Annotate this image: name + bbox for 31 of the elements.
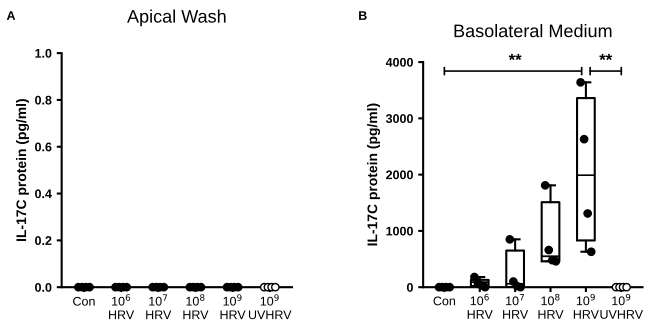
y-tick-label: 0.0 [35, 282, 52, 292]
y-tick-label: 0.2 [35, 236, 52, 246]
y-tick-label: 1.0 [35, 48, 52, 58]
y-axis-title: IL-17C protein (pg/ml) [16, 99, 29, 241]
text: B [359, 11, 367, 20]
x-tick-label: 10$^{9}$ HRV [574, 294, 599, 319]
y-tick-label: 0.4 [35, 189, 52, 198]
x-tick-label: 10$^{7}$ HRV [503, 294, 528, 319]
x-tick-label: 10$^{9}$ HRV [220, 294, 246, 320]
x-tick-label: Con [73, 296, 95, 306]
y-tick-label: 0.8 [35, 96, 52, 105]
x-tick-label: 10$^{7}$ HRV [146, 294, 172, 320]
x-tick-label: 10$^{8}$ HRV [538, 294, 564, 319]
y-tick-label: 3000 [386, 114, 413, 124]
y-tick-label: 4000 [386, 58, 413, 67]
chart-title: Apical Wash [127, 9, 226, 26]
text: ** [508, 54, 522, 60]
text: A [6, 11, 16, 20]
text: ** [599, 54, 612, 60]
y-axis-title: IL-17C protein (pg/ml) [367, 104, 380, 246]
y-tick-label: 0 [406, 282, 413, 292]
x-tick-label: Con [434, 296, 456, 306]
x-tick-label: 10$^{6}$ HRV [109, 294, 134, 320]
chart-title: Basolateral Medium [454, 24, 612, 38]
y-tick-label: 0.6 [35, 142, 52, 152]
y-tick-label: 1000 [386, 226, 413, 236]
x-tick-label: 10$^{8}$ HRV [183, 294, 208, 320]
x-tick-label: 10$^{9}$ UVHRV [248, 294, 292, 320]
y-tick-label: 2000 [386, 170, 413, 180]
x-tick-label: 10$^{9}$ UVHRV [600, 294, 643, 319]
x-tick-label: 10$^{6}$ HRV [468, 294, 493, 319]
